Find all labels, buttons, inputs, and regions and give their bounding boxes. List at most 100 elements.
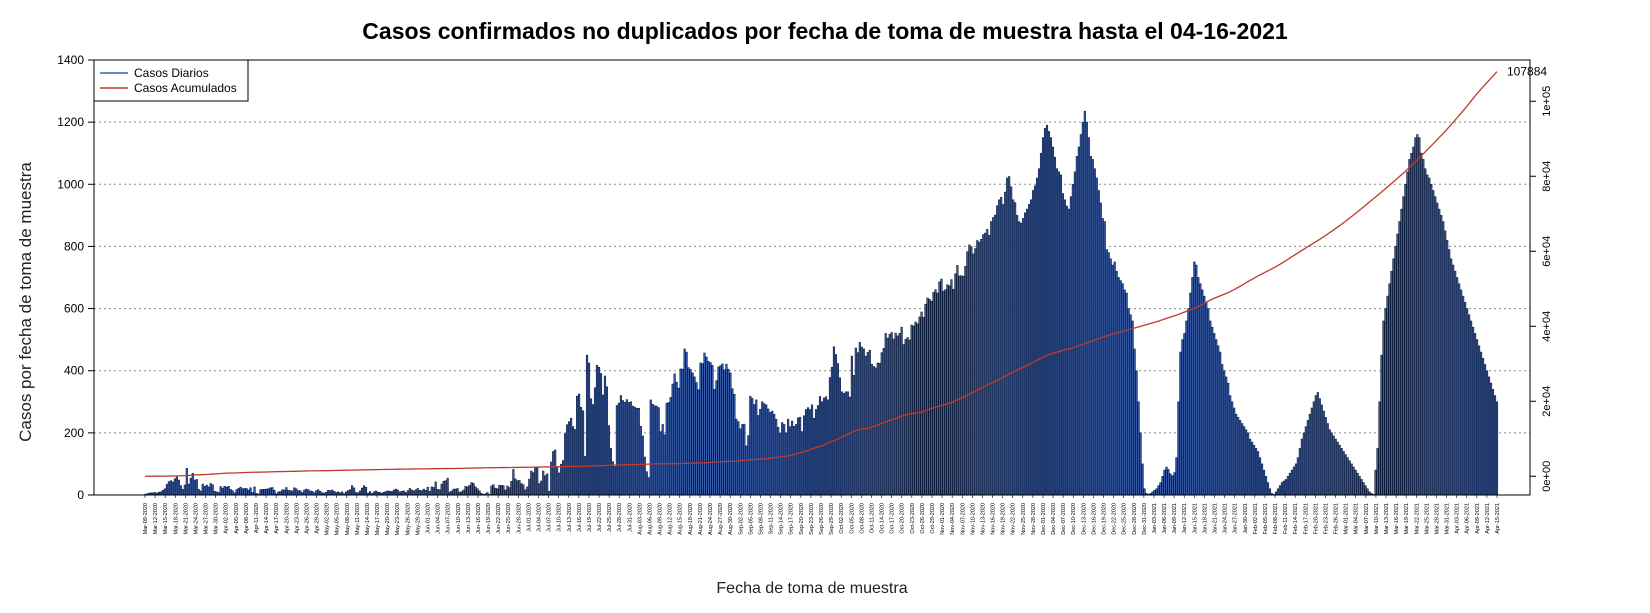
daily-bar	[1155, 488, 1158, 496]
x-tick-label: Mar-22-2021	[1414, 503, 1420, 535]
daily-bar	[713, 389, 716, 496]
x-tick-label: Nov-13-2020	[980, 503, 986, 535]
x-tick-label: Jan-21-2021	[1212, 503, 1218, 534]
daily-bar	[1444, 230, 1447, 496]
daily-bar	[890, 332, 893, 496]
daily-bar	[773, 413, 776, 496]
daily-bar	[504, 489, 507, 496]
daily-bar	[1133, 348, 1136, 496]
daily-bar	[703, 352, 706, 496]
daily-bar	[1223, 370, 1226, 496]
daily-bar	[699, 362, 702, 496]
daily-bar	[689, 369, 692, 496]
daily-bar	[1424, 168, 1427, 496]
x-tick-label: Sep-26-2020	[819, 503, 825, 535]
daily-bar	[556, 466, 559, 496]
daily-bar	[444, 480, 447, 496]
daily-bar	[1008, 176, 1011, 496]
daily-bar	[1026, 208, 1029, 496]
daily-bar	[205, 484, 208, 496]
daily-bar	[520, 483, 523, 496]
daily-bar	[870, 363, 873, 496]
x-tick-label: May-17-2020	[375, 503, 381, 535]
x-tick-label: Mar-16-2021	[1394, 503, 1400, 535]
x-tick-label: Apr-05-2020	[234, 503, 240, 534]
daily-bar	[978, 241, 981, 496]
daily-bar	[1284, 479, 1288, 496]
daily-bar	[269, 487, 272, 496]
x-tick-label: Jul-01-2020	[526, 503, 532, 532]
daily-bar	[331, 489, 334, 496]
daily-bar	[922, 316, 925, 496]
daily-bar	[641, 435, 644, 496]
daily-bars	[143, 110, 1499, 496]
daily-bar	[822, 397, 826, 496]
x-tick-label: Dec-16-2020	[1091, 503, 1097, 535]
daily-bar	[1107, 252, 1110, 496]
daily-bar	[727, 368, 730, 496]
daily-bar	[1350, 463, 1353, 496]
daily-bar	[577, 393, 581, 496]
daily-bar	[1227, 382, 1230, 496]
x-tick-label: May-20-2020	[385, 503, 391, 535]
x-tick-label: Mar-09-2020	[143, 503, 149, 535]
x-tick-label: Mar-10-2021	[1374, 503, 1380, 535]
daily-bar	[552, 451, 555, 496]
daily-bar	[725, 363, 728, 496]
daily-bar	[1012, 199, 1015, 496]
daily-bar	[1318, 398, 1321, 496]
x-tick-label: Oct-11-2020	[869, 503, 875, 533]
daily-bar	[1159, 482, 1162, 496]
daily-bar	[1386, 295, 1389, 496]
daily-bar	[928, 298, 931, 496]
daily-bar	[671, 383, 674, 496]
daily-bar	[1464, 302, 1467, 496]
daily-bar	[1400, 208, 1403, 496]
daily-bar	[412, 490, 415, 496]
daily-bar	[1328, 429, 1331, 496]
daily-bar	[516, 480, 519, 496]
daily-bar	[1364, 485, 1367, 496]
daily-bar	[408, 488, 411, 496]
daily-bar	[583, 456, 587, 496]
daily-bar	[476, 488, 479, 496]
x-tick-label: Feb-26-2021	[1334, 503, 1340, 535]
x-tick-label: Dec-28-2020	[1132, 503, 1138, 535]
daily-bar	[783, 424, 786, 496]
daily-bar	[1123, 289, 1126, 496]
daily-bar	[719, 365, 722, 496]
daily-bar	[1326, 423, 1329, 496]
daily-bar	[1342, 451, 1345, 496]
daily-bar	[982, 234, 985, 496]
x-tick-label: Oct-20-2020	[900, 503, 906, 534]
daily-bar	[930, 300, 933, 496]
daily-bar	[709, 362, 712, 496]
daily-bar	[245, 488, 248, 496]
daily-bar	[916, 323, 919, 496]
daily-bar	[1083, 110, 1086, 496]
daily-bar	[410, 489, 413, 496]
daily-bar	[814, 409, 818, 496]
daily-bar	[894, 332, 897, 496]
daily-bar	[619, 395, 622, 496]
x-tick-label: Nov-10-2020	[970, 503, 976, 535]
daily-bar	[273, 490, 276, 496]
daily-bar	[1330, 432, 1333, 496]
daily-bar	[820, 401, 824, 496]
daily-bar	[862, 348, 865, 496]
daily-bar	[1320, 404, 1323, 496]
daily-bar	[908, 339, 911, 496]
daily-bar	[802, 415, 806, 496]
daily-bar	[576, 395, 579, 496]
daily-bar	[994, 214, 997, 496]
daily-bar	[384, 491, 387, 496]
daily-bar	[615, 405, 618, 496]
daily-bar	[177, 479, 180, 496]
daily-bar	[181, 489, 184, 496]
daily-bar	[426, 486, 429, 496]
daily-bar	[1035, 177, 1039, 496]
axes: 0 200 400 600 800 1000 1200 1400 0e+00 2e+04 4e+04…	[57, 53, 1553, 535]
daily-bar	[804, 409, 808, 496]
daily-bar	[1380, 354, 1383, 496]
daily-bar	[1171, 475, 1174, 496]
